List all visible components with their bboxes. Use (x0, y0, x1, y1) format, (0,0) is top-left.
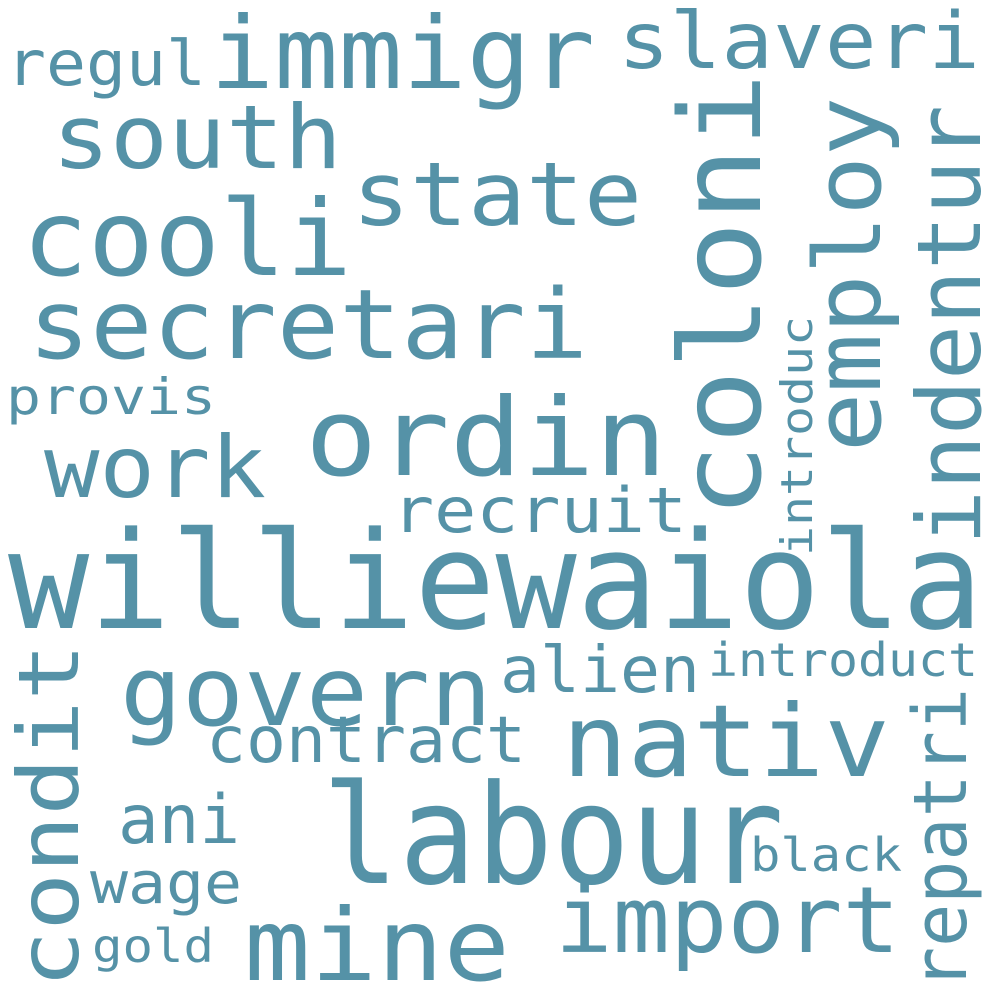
word-immigr: immigr (210, 0, 595, 112)
word-govern: govern (120, 636, 492, 748)
word-import: import (555, 867, 900, 974)
word-contract: contract (206, 704, 526, 778)
word-indentur: indentur (898, 105, 1000, 545)
word-alien: alien (500, 634, 700, 708)
word-condit: condit (0, 643, 98, 988)
word-labour: labour (322, 755, 784, 916)
word-gold: gold (92, 919, 214, 973)
word-coloni: coloni (657, 73, 787, 518)
word-employ: employ (795, 97, 902, 452)
word-secretari: secretari (28, 269, 588, 381)
word-provis: provis (6, 368, 216, 426)
word-introduc: introduc (772, 316, 823, 556)
word-wage: wage (90, 849, 242, 917)
word-nativ: nativ (562, 683, 890, 800)
word-black: black (750, 828, 902, 882)
word-ani: ani (118, 781, 240, 860)
word-ordin: ordin (305, 376, 667, 501)
word-regul: regul (6, 27, 206, 100)
word-introduct: introduct (708, 633, 978, 687)
word-state: state (352, 143, 642, 246)
word-repatri: repatri (898, 688, 984, 990)
word-williewaiola: williewaiola (8, 503, 983, 660)
word-recruit: recruit (392, 474, 687, 547)
word-south: south (52, 86, 342, 189)
word-work: work (44, 418, 266, 518)
word-slaveri: slaveri (618, 0, 980, 87)
word-cooli: cooli (22, 178, 352, 300)
word-mine: mine (244, 887, 510, 1000)
